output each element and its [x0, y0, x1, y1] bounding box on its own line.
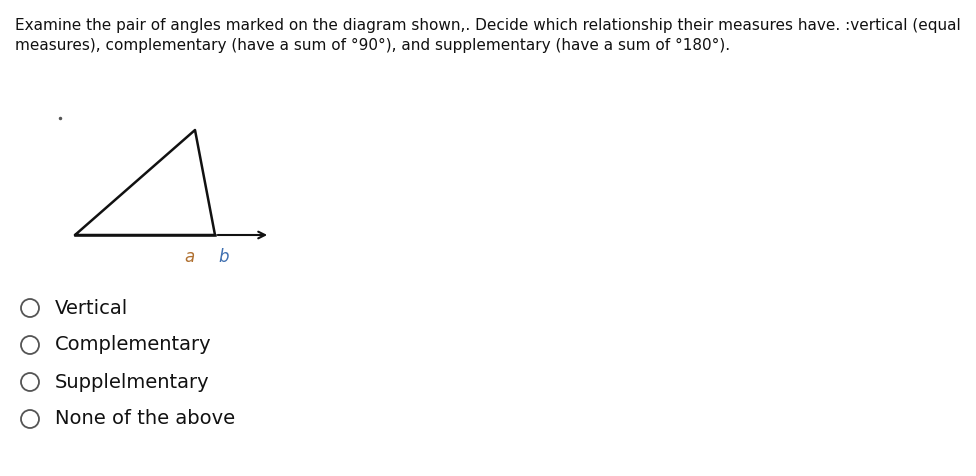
Text: measures), complementary (have a sum of °90°), and supplementary (have a sum of : measures), complementary (have a sum of … [15, 38, 730, 53]
Text: Supplelmentary: Supplelmentary [55, 373, 210, 391]
Text: Vertical: Vertical [55, 298, 128, 317]
Text: a: a [184, 248, 195, 266]
Text: b: b [218, 248, 228, 266]
Text: Examine the pair of angles marked on the diagram shown,. Decide which relationsh: Examine the pair of angles marked on the… [15, 18, 960, 33]
Text: Complementary: Complementary [55, 336, 212, 355]
Text: None of the above: None of the above [55, 409, 235, 428]
